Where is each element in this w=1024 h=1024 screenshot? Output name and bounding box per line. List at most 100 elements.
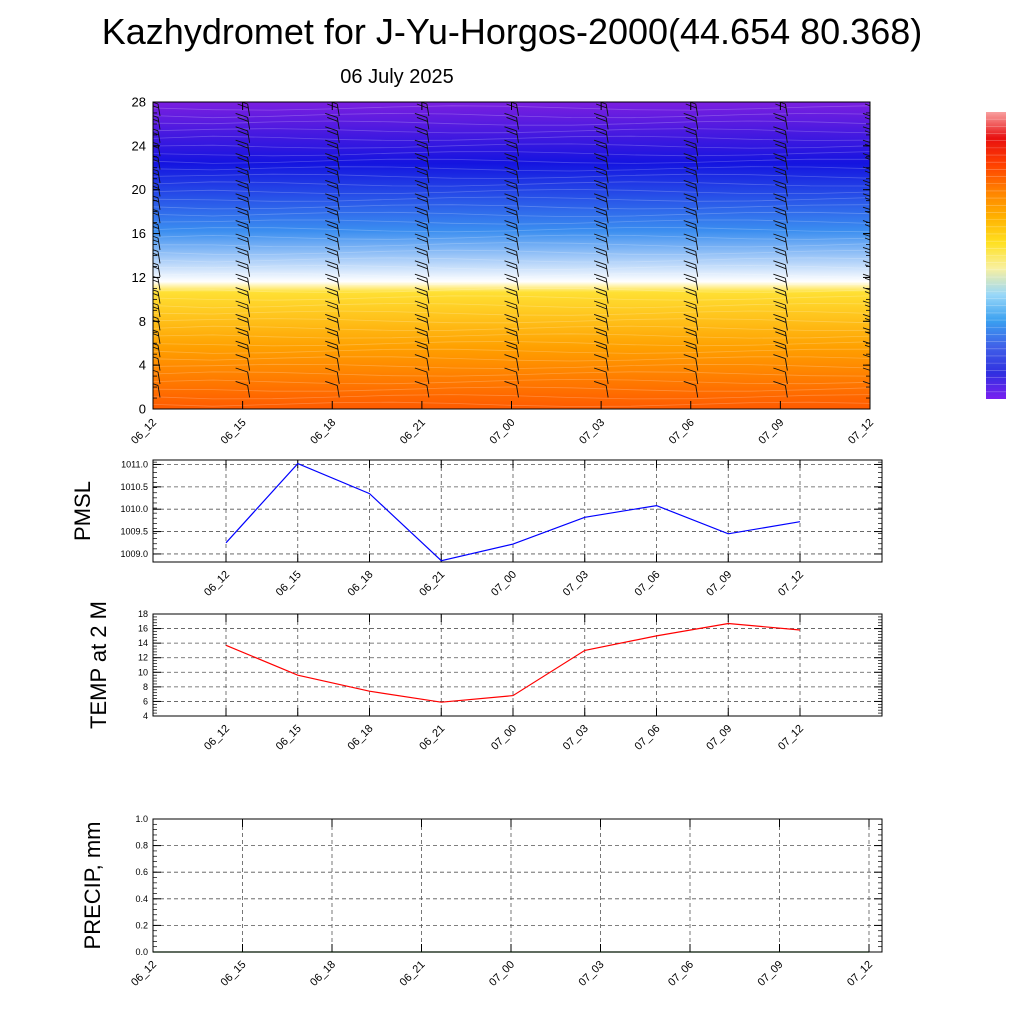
x-tick-label: 07_09	[756, 417, 786, 447]
y-tick-label: 10	[138, 667, 148, 677]
wind-barb	[773, 166, 788, 184]
x-tick-label: 07_09	[704, 569, 734, 599]
wind-barb	[773, 126, 788, 143]
wind-barb	[504, 246, 519, 264]
wind-barb	[325, 246, 340, 264]
y-axis-label: TEMP at 2 M	[86, 601, 111, 729]
wind-barb	[414, 340, 430, 358]
wind-barb	[325, 193, 340, 210]
page-title: Kazhydromet for J-Yu-Horgos-2000(44.654 …	[101, 11, 923, 52]
wind-barb	[504, 327, 519, 344]
x-tick-label: 07_03	[577, 417, 607, 447]
y-tick-label: 8	[139, 314, 146, 329]
wind-barb	[325, 153, 340, 170]
wind-barb	[414, 300, 430, 318]
wind-barb	[325, 300, 340, 318]
wind-barb	[414, 327, 430, 344]
wind-barb	[153, 369, 161, 385]
wind-barb	[235, 220, 251, 237]
wind-barb	[683, 112, 699, 130]
wind-barb	[235, 206, 251, 224]
wind-barb	[325, 166, 340, 184]
y-tick-label: 14	[138, 638, 148, 648]
x-tick-label: 07_06	[667, 417, 697, 447]
wind-barb	[414, 166, 430, 184]
wind-barb	[773, 327, 788, 344]
y-tick-label: 20	[132, 182, 146, 197]
x-tick-label: 07_06	[633, 723, 663, 753]
y-tick-label: 0.4	[135, 894, 148, 904]
wind-barb	[593, 193, 609, 210]
wind-barb	[593, 354, 609, 371]
wind-barb	[683, 287, 699, 304]
wind-barb	[773, 193, 788, 210]
wind-barb	[414, 126, 430, 143]
wind-barb	[683, 327, 699, 344]
y-tick-label: 0.8	[135, 841, 148, 851]
y-tick-label: 18	[138, 609, 148, 619]
wind-barb	[683, 260, 699, 277]
wind-barb	[235, 139, 251, 157]
wind-barb	[504, 206, 519, 224]
wind-barb	[593, 273, 609, 291]
wind-barb	[593, 166, 609, 184]
wind-barb	[414, 220, 430, 237]
y-tick-label: 6	[143, 696, 148, 706]
date-subtitle: 06 July 2025	[340, 66, 454, 88]
wind-barb	[593, 126, 609, 143]
wind-barb	[414, 313, 430, 331]
wind-barb	[235, 273, 251, 291]
x-tick-label: 07_12	[845, 959, 875, 989]
wind-barb	[862, 246, 870, 254]
wind-barb	[504, 220, 519, 237]
wind-barb	[504, 380, 519, 398]
wind-barb	[414, 246, 430, 264]
x-tick-label: 07_03	[577, 959, 607, 989]
wind-barb	[683, 139, 699, 157]
y-tick-label: 1009.5	[120, 527, 148, 537]
wind-barb	[862, 166, 870, 174]
wind-barb	[773, 139, 788, 157]
wind-barb	[593, 313, 609, 331]
x-tick-label: 07_06	[633, 569, 663, 599]
wind-barb	[683, 153, 699, 170]
x-tick-label: 07_12	[776, 723, 806, 753]
wind-barb	[773, 206, 788, 224]
wind-barb	[504, 300, 519, 318]
wind-barb	[683, 300, 699, 318]
x-tick-label: 07_12	[846, 417, 876, 447]
temp2m-panel: 4 6 8 10 12 14 16 18 06_12 06_15 06_18 06_21 07_00 07…	[86, 601, 883, 753]
wind-barb	[862, 179, 870, 187]
y-tick-label: 1009.0	[120, 549, 148, 559]
y-tick-label: 4	[139, 358, 146, 373]
wind-barb	[414, 233, 430, 251]
wind-barb	[862, 287, 870, 294]
wind-barb	[683, 193, 699, 210]
x-tick-label: 07_00	[488, 417, 518, 447]
wind-barb	[414, 112, 430, 130]
x-tick-label: 06_18	[346, 723, 376, 753]
wind-barb	[325, 112, 340, 130]
wind-barb	[414, 139, 430, 157]
y-tick-label: 0	[139, 402, 146, 417]
wind-barb	[683, 166, 699, 184]
wind-barb	[325, 340, 340, 358]
wind-barb	[862, 112, 870, 120]
wind-barb	[235, 313, 251, 331]
wind-barb	[235, 380, 251, 398]
y-axis-label: PMSL	[70, 481, 95, 541]
x-tick-label: 06_21	[417, 569, 447, 599]
wind-barb	[683, 367, 699, 385]
wind-barb	[773, 233, 788, 251]
wind-barb	[504, 179, 519, 197]
y-tick-label: 0.6	[135, 867, 148, 877]
wind-barb	[773, 260, 788, 277]
wind-barb	[235, 193, 251, 210]
x-tick-label: 06_18	[346, 569, 376, 599]
wind-barb	[504, 166, 519, 184]
wind-barb	[683, 273, 699, 291]
wind-barb	[504, 233, 519, 251]
wind-barb	[862, 126, 870, 134]
wind-barb	[862, 139, 870, 147]
wind-barb	[593, 340, 609, 358]
